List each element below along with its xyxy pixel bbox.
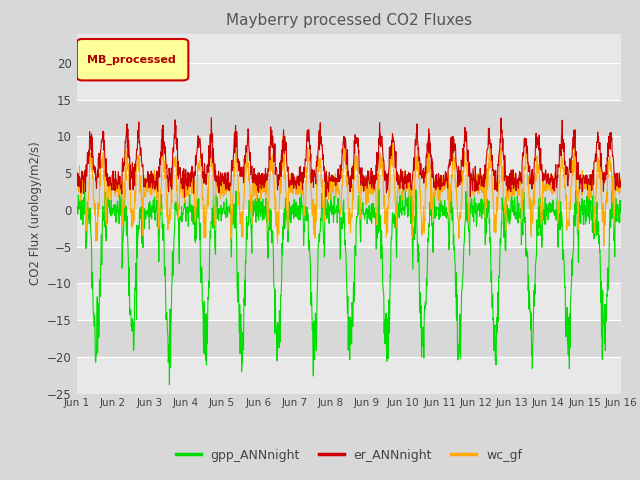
Bar	[77, 247, 621, 283]
Legend: gpp_ANNnight, er_ANNnight, wc_gf: gpp_ANNnight, er_ANNnight, wc_gf	[171, 444, 527, 467]
Bar	[77, 136, 621, 173]
Bar	[77, 320, 621, 357]
Bar	[77, 210, 621, 247]
Bar	[77, 357, 621, 394]
Bar	[77, 173, 621, 210]
Y-axis label: CO2 Flux (urology/m2/s): CO2 Flux (urology/m2/s)	[29, 142, 42, 286]
Bar	[77, 63, 621, 100]
FancyBboxPatch shape	[77, 39, 188, 80]
Text: MB_processed: MB_processed	[87, 54, 175, 65]
Bar	[77, 100, 621, 136]
Title: Mayberry processed CO2 Fluxes: Mayberry processed CO2 Fluxes	[226, 13, 472, 28]
Bar	[77, 283, 621, 320]
